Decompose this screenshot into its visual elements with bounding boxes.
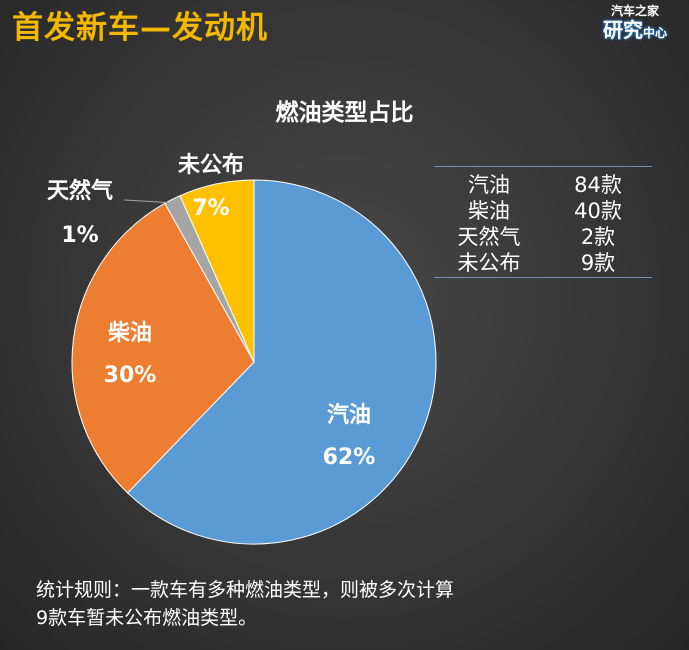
- table-cell-count: 84款: [574, 173, 622, 197]
- slice-diesel: [71, 202, 255, 494]
- brand-logo: 汽车之家 研究中心: [585, 4, 685, 48]
- slice-label-percent: 30%: [104, 363, 157, 388]
- slice-label-name: 汽油: [327, 402, 371, 428]
- logo-main-text: 研究中心: [585, 18, 685, 45]
- fuel-count-table: 汽油 84款 柴油 40款 天然气 2款 未公布 9款: [434, 166, 652, 278]
- slice-label-percent: 1%: [61, 223, 98, 248]
- table-row: 天然气 2款: [434, 223, 652, 249]
- footnote: 统计规则：一款车有多种燃油类型，则被多次计算 9款车暂未公布燃油类型。: [36, 576, 454, 632]
- table-row: 柴油 40款: [434, 197, 652, 223]
- slice-label-name: 未公布: [178, 152, 244, 178]
- slice-label-name: 天然气: [47, 178, 113, 204]
- slice-label-percent: 7%: [192, 196, 229, 221]
- footnote-line-2: 9款车暂未公布燃油类型。: [36, 607, 258, 629]
- table-cell-count: 9款: [580, 251, 616, 275]
- slice-gasoline: [126, 179, 437, 545]
- slice-undisclosed: [179, 179, 255, 363]
- logo-sub: 中心: [642, 26, 667, 40]
- table-row: 汽油 84款: [434, 171, 652, 197]
- table-cell-count: 2款: [580, 225, 616, 249]
- slice-label-percent: 62%: [323, 445, 376, 470]
- table-cell-name: 汽油: [468, 173, 510, 197]
- page-title: 首发新车—发动机: [12, 10, 268, 46]
- table-row: 未公布 9款: [434, 249, 652, 275]
- table-cell-count: 40款: [574, 199, 622, 223]
- logo-main: 研究: [602, 18, 643, 42]
- chart-title: 燃油类型占比: [275, 100, 414, 126]
- slice-label-name: 柴油: [107, 321, 152, 346]
- natural-gas-leader-line: [123, 199, 177, 204]
- table-cell-name: 柴油: [468, 199, 510, 223]
- logo-top-text: 汽车之家: [610, 4, 659, 18]
- table-cell-name: 未公布: [457, 251, 521, 275]
- table-cell-name: 天然气: [457, 225, 521, 249]
- footnote-line-1: 统计规则：一款车有多种燃油类型，则被多次计算: [36, 579, 455, 601]
